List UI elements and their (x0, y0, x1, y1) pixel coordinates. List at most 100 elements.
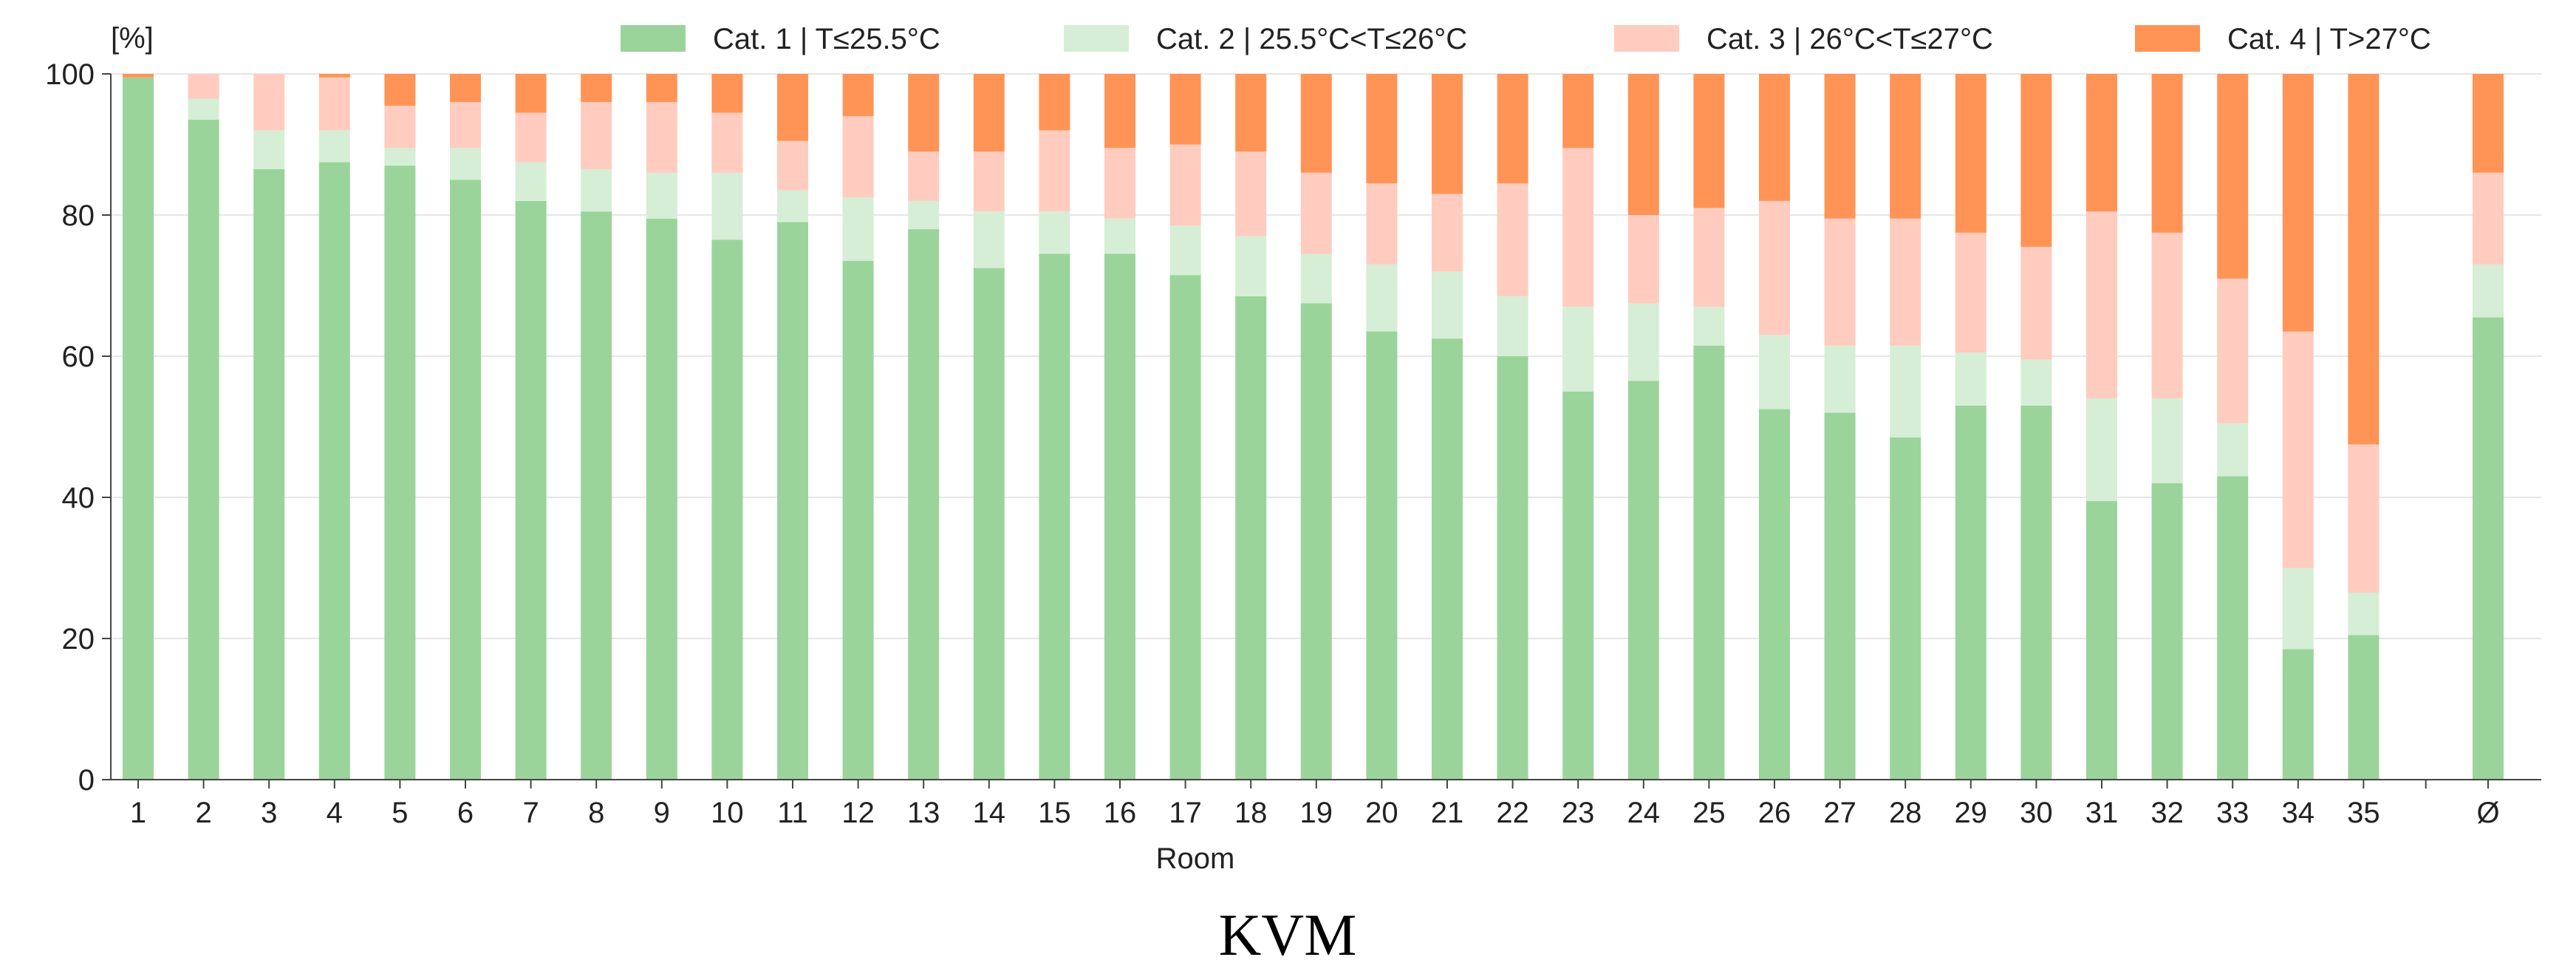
x-tick-label-7: 7 (522, 797, 539, 829)
bar-room-19-cat-3 (1300, 172, 1332, 254)
x-tick-label-16: 16 (1104, 797, 1137, 829)
bar-room-5-cat-2 (384, 148, 416, 166)
bar-room-28-cat-1 (1890, 437, 1921, 780)
bar-room-22-cat-4 (1497, 74, 1528, 184)
x-tick-label-30: 30 (2020, 797, 2053, 829)
bar-room-5-cat-1 (384, 166, 416, 780)
bar-room-18-cat-3 (1235, 151, 1267, 236)
bar-room-17-cat-4 (1169, 74, 1201, 145)
bar-room-21-cat-4 (1432, 74, 1463, 194)
bar-room-Ø-cat-4 (2473, 74, 2504, 173)
x-tick-label-24: 24 (1627, 797, 1661, 829)
bar-room-25-cat-2 (1693, 307, 1725, 346)
bar-room-19-cat-1 (1300, 303, 1332, 780)
bars (123, 74, 2504, 780)
bar-room-16-cat-4 (1104, 74, 1135, 149)
bar-room-22-cat-3 (1497, 183, 1528, 296)
bar-room-14-cat-4 (973, 74, 1005, 152)
bar-room-11-cat-4 (777, 74, 808, 141)
bar-room-23-cat-1 (1562, 391, 1594, 780)
x-tick-label-5: 5 (392, 797, 408, 829)
bar-room-7-cat-1 (515, 200, 547, 780)
x-tick-label-2: 2 (195, 797, 211, 829)
x-tick-label-11: 11 (777, 797, 808, 829)
bar-room-32-cat-1 (2151, 483, 2183, 780)
x-tick-label-29: 29 (1955, 797, 1988, 829)
x-tick-label-12: 12 (841, 797, 875, 829)
bar-room-28-cat-2 (1890, 345, 1921, 437)
x-tick-label-18: 18 (1234, 797, 1268, 829)
y-tick-label-20: 20 (62, 623, 95, 655)
bar-room-9-cat-4 (646, 74, 677, 103)
bar-room-5-cat-3 (384, 105, 416, 149)
bar-room-19-cat-2 (1300, 253, 1332, 304)
bar-room-3-cat-3 (253, 74, 285, 131)
legend-label-cat-4: Cat. 4 | T>27°C (2227, 23, 2431, 55)
bar-room-29-cat-1 (1955, 405, 1986, 780)
bar-room-1-cat-1 (123, 77, 154, 780)
bar-room-14-cat-3 (973, 151, 1005, 212)
y-tick-label-80: 80 (62, 200, 95, 232)
bar-room-11-cat-1 (777, 222, 808, 780)
bar-room-9-cat-3 (646, 102, 677, 173)
bar-room-15-cat-1 (1039, 253, 1070, 780)
bar-room-7-cat-3 (515, 112, 547, 163)
bar-room-25-cat-4 (1693, 74, 1725, 208)
bar-room-34-cat-2 (2282, 568, 2314, 650)
bar-room-3-cat-2 (253, 130, 285, 169)
bar-room-12-cat-4 (842, 74, 874, 117)
bar-room-10-cat-2 (711, 172, 743, 240)
bar-room-2-cat-2 (188, 98, 219, 120)
bar-room-32-cat-2 (2151, 398, 2183, 483)
bar-room-34-cat-4 (2282, 74, 2314, 332)
x-tick-label-23: 23 (1562, 797, 1595, 829)
bar-room-13-cat-4 (908, 74, 940, 152)
x-tick-label-22: 22 (1496, 797, 1529, 829)
bar-room-23-cat-2 (1562, 307, 1594, 392)
legend-swatch-cat-3 (1614, 25, 1679, 52)
bar-room-24-cat-2 (1627, 303, 1659, 381)
bar-room-8-cat-4 (581, 74, 612, 103)
bar-room-33-cat-4 (2217, 74, 2249, 279)
x-tick-label-32: 32 (2150, 797, 2184, 829)
x-tick-label-3: 3 (261, 797, 277, 829)
bar-room-32-cat-3 (2151, 232, 2183, 399)
bar-room-19-cat-4 (1300, 74, 1332, 173)
x-tick-label-Ø: Ø (2476, 797, 2499, 829)
bar-room-35-cat-3 (2348, 444, 2379, 593)
y-tick-label-40: 40 (62, 482, 95, 514)
x-tick-label-13: 13 (907, 797, 940, 829)
bar-room-15-cat-2 (1039, 211, 1070, 254)
bar-room-30-cat-3 (2020, 246, 2052, 360)
bar-room-33-cat-3 (2217, 278, 2249, 423)
x-tick-label-35: 35 (2347, 797, 2380, 829)
legend-label-cat-3: Cat. 3 | 26°C<T≤27°C (1706, 23, 1993, 55)
x-tick-label-15: 15 (1038, 797, 1071, 829)
legend-label-cat-1: Cat. 1 | T≤25.5°C (713, 23, 940, 55)
bar-room-21-cat-3 (1432, 194, 1463, 272)
bar-room-18-cat-1 (1235, 296, 1267, 780)
bar-room-27-cat-2 (1824, 345, 1856, 413)
bar-room-27-cat-4 (1824, 74, 1856, 219)
bar-room-27-cat-3 (1824, 218, 1856, 346)
bar-room-33-cat-1 (2217, 476, 2249, 780)
x-tick-label-21: 21 (1431, 797, 1464, 829)
legend: Cat. 1 | T≤25.5°C Cat. 2 | 25.5°C<T≤26°C C… (621, 23, 2431, 55)
x-tick-label-9: 9 (654, 797, 670, 829)
bar-room-25-cat-3 (1693, 208, 1725, 307)
bar-room-17-cat-1 (1169, 275, 1201, 780)
x-tick-label-20: 20 (1365, 797, 1398, 829)
bar-room-27-cat-1 (1824, 412, 1856, 780)
bar-room-4-cat-4 (318, 74, 350, 78)
x-tick-label-26: 26 (1758, 797, 1791, 829)
bar-room-6-cat-2 (450, 148, 481, 180)
bar-room-6-cat-4 (450, 74, 481, 103)
bar-room-35-cat-1 (2348, 635, 2379, 780)
bar-room-12-cat-1 (842, 261, 874, 780)
bar-room-24-cat-3 (1627, 215, 1659, 304)
legend-swatch-cat-1 (621, 25, 686, 52)
bar-room-22-cat-2 (1497, 296, 1528, 356)
legend-label-cat-2: Cat. 2 | 25.5°C<T≤26°C (1156, 23, 1467, 55)
bar-room-31-cat-1 (2086, 500, 2117, 780)
bar-room-2-cat-3 (188, 74, 219, 99)
